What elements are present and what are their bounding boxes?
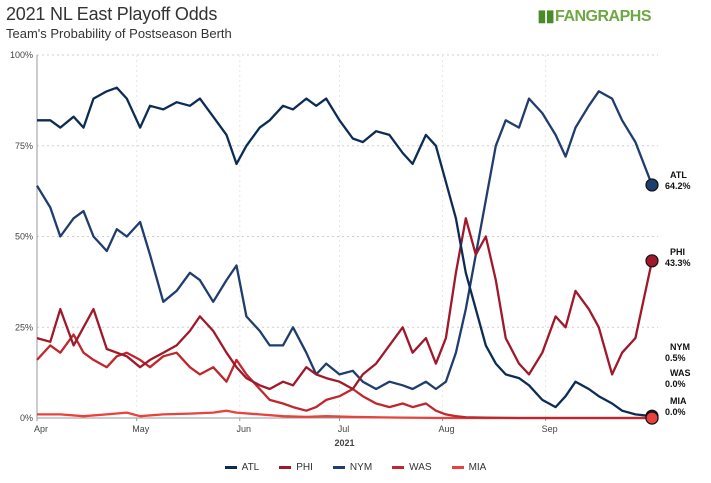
x-tick-label: Jul (338, 424, 350, 434)
end-label-team: ATL (670, 170, 687, 180)
end-label-value: 0.0% (665, 379, 686, 389)
legend-label: ATL (241, 462, 260, 473)
end-marker-phi (645, 254, 659, 268)
legend-item: ATL (224, 462, 260, 473)
end-label-value: 0.5% (665, 353, 686, 363)
end-marker-mia (645, 411, 659, 425)
legend-item: NYM (332, 462, 373, 473)
legend-label: PHI (296, 462, 313, 473)
x-tick-label: Aug (439, 424, 455, 434)
end-label-value: 0.0% (665, 407, 686, 417)
end-label-team: PHI (670, 247, 685, 257)
end-label-value: 43.3% (665, 258, 691, 268)
series-line-phi (36, 217, 654, 391)
legend-label: NYM (349, 462, 373, 473)
legend-item: MIA (451, 462, 487, 473)
end-label-team: WAS (670, 368, 691, 378)
logo-mark-icon: ▮▮ (537, 8, 555, 25)
legend-swatch (392, 465, 405, 469)
x-tick-label: Sep (542, 424, 558, 434)
chart-subtitle: Team's Probability of Postseason Berth (6, 26, 232, 41)
y-tick-label: 25% (15, 322, 33, 332)
end-label-value: 64.2% (665, 181, 691, 191)
x-tick-label: Jun (237, 424, 252, 434)
legend-swatch (332, 465, 345, 469)
x-axis-label: 2021 (334, 438, 354, 448)
chart-legend: ATL PHI NYM WAS MIA (0, 462, 711, 473)
series-line-atl (37, 86, 653, 418)
y-tick-label: 75% (15, 141, 33, 151)
end-marker-nym (645, 178, 659, 192)
x-tick-label: May (132, 424, 150, 434)
y-tick-label: 50% (15, 232, 33, 242)
end-label-team: MIA (670, 396, 687, 406)
series-line-was (36, 333, 652, 420)
x-tick-label: Apr (34, 424, 48, 434)
y-tick-label: 100% (10, 50, 33, 60)
end-label-team: NYM (670, 342, 690, 352)
legend-swatch (279, 465, 292, 469)
fangraphs-logo: ▮▮FANGRAPHS (537, 6, 651, 26)
chart-header: 2021 NL East Playoff Odds Team's Probabi… (6, 4, 232, 41)
legend-label: MIA (468, 462, 487, 473)
legend-swatch (451, 465, 464, 469)
legend-label: WAS (409, 462, 432, 473)
legend-item: PHI (279, 462, 313, 473)
series-line-nym (36, 90, 654, 391)
y-tick-label: 0% (20, 413, 33, 423)
chart-title: 2021 NL East Playoff Odds (6, 4, 218, 24)
legend-item: WAS (392, 462, 432, 473)
legend-swatch (224, 465, 237, 469)
logo-text: FANGRAPHS (555, 8, 651, 25)
